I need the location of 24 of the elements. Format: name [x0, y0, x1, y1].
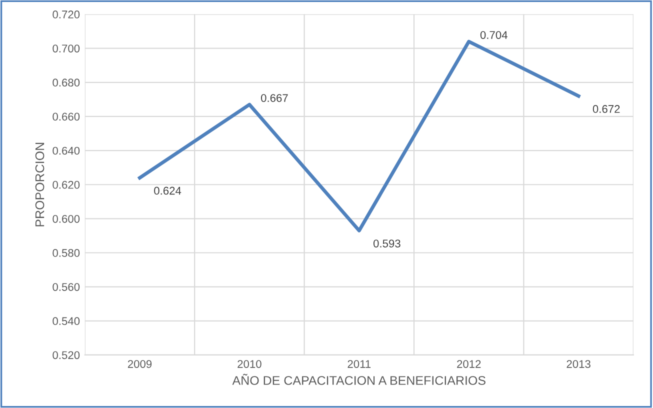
- y-tick-label: 0.620: [52, 180, 80, 189]
- text: 0.624: [154, 186, 182, 195]
- y-tick-label: 0.580: [52, 249, 80, 257]
- y-tick-label: 0.520: [52, 351, 80, 360]
- x-tick-label: 2009: [128, 360, 152, 368]
- line-series: [138, 40, 580, 232]
- y-tick-label: 0.640: [52, 146, 80, 155]
- y-tick-label: 0.560: [52, 283, 80, 291]
- x-tick-label: 2011: [348, 360, 371, 368]
- y-tick-label: 0.700: [52, 44, 80, 52]
- text: 0.672: [592, 105, 620, 113]
- y-axis-title: PROPORCION: [35, 142, 44, 226]
- text: 0.667: [260, 94, 288, 102]
- text: 0.593: [373, 240, 400, 248]
- x-tick-label: 2013: [566, 360, 590, 368]
- y-tick-label: 0.540: [52, 317, 80, 326]
- y-tick-label: 0.600: [52, 214, 80, 223]
- x-tick-label: 2010: [238, 360, 262, 368]
- text: 0.704: [480, 31, 508, 39]
- y-tick-label: 0.660: [52, 112, 80, 121]
- x-axis-title: AÑO DE CAPACITACION A BENEFICIARIOS: [232, 374, 486, 385]
- y-tick-label: 0.680: [52, 78, 80, 87]
- y-tick-label: 0.720: [52, 10, 80, 18]
- x-tick-label: 2012: [457, 360, 481, 368]
